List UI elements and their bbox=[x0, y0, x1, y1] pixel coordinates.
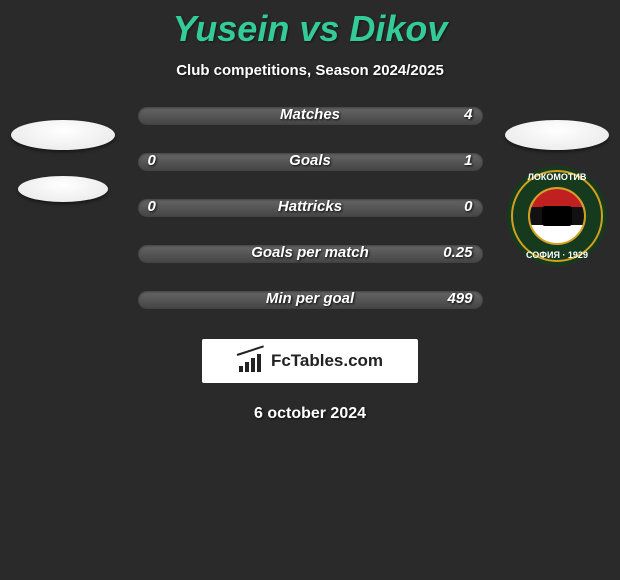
date-label: 6 october 2024 bbox=[0, 405, 620, 423]
stat-row: Matches 4 bbox=[138, 107, 483, 125]
stat-label: Matches bbox=[138, 106, 483, 123]
stats-container: Matches 4 0 Goals 1 0 Hattricks 0 Goals … bbox=[138, 107, 483, 309]
stat-right-value: 0.25 bbox=[443, 244, 472, 261]
branding-banner[interactable]: FcTables.com bbox=[202, 339, 418, 383]
club-badge-top-text: ЛОКОМОТИВ bbox=[507, 172, 607, 182]
stat-right-value: 499 bbox=[447, 290, 472, 307]
placeholder-badge-icon bbox=[505, 120, 609, 150]
stat-label: Goals per match bbox=[138, 244, 483, 261]
stat-right-value: 0 bbox=[464, 198, 472, 215]
page-title: Yusein vs Dikov bbox=[0, 0, 620, 50]
bar-chart-icon bbox=[237, 350, 265, 372]
stat-row: Min per goal 499 bbox=[138, 291, 483, 309]
stat-label: Goals bbox=[138, 152, 483, 169]
stat-row: Goals per match 0.25 bbox=[138, 245, 483, 263]
club-badge-icon: ЛОКОМОТИВ СОФИЯ · 1929 bbox=[507, 166, 607, 266]
placeholder-badge-icon bbox=[18, 176, 108, 202]
club-badge-bottom-text: СОФИЯ · 1929 bbox=[507, 250, 607, 260]
stat-left-value: 0 bbox=[148, 152, 156, 169]
stat-label: Hattricks bbox=[138, 198, 483, 215]
stat-row: 0 Hattricks 0 bbox=[138, 199, 483, 217]
stat-left-value: 0 bbox=[148, 198, 156, 215]
right-player-badges: ЛОКОМОТИВ СОФИЯ · 1929 bbox=[502, 120, 612, 266]
stat-row: 0 Goals 1 bbox=[138, 153, 483, 171]
stat-label: Min per goal bbox=[138, 290, 483, 307]
stat-right-value: 1 bbox=[464, 152, 472, 169]
left-player-badges bbox=[8, 120, 118, 202]
stat-right-value: 4 bbox=[464, 106, 472, 123]
branding-label: FcTables.com bbox=[271, 351, 383, 371]
placeholder-badge-icon bbox=[11, 120, 115, 150]
subtitle: Club competitions, Season 2024/2025 bbox=[0, 62, 620, 79]
